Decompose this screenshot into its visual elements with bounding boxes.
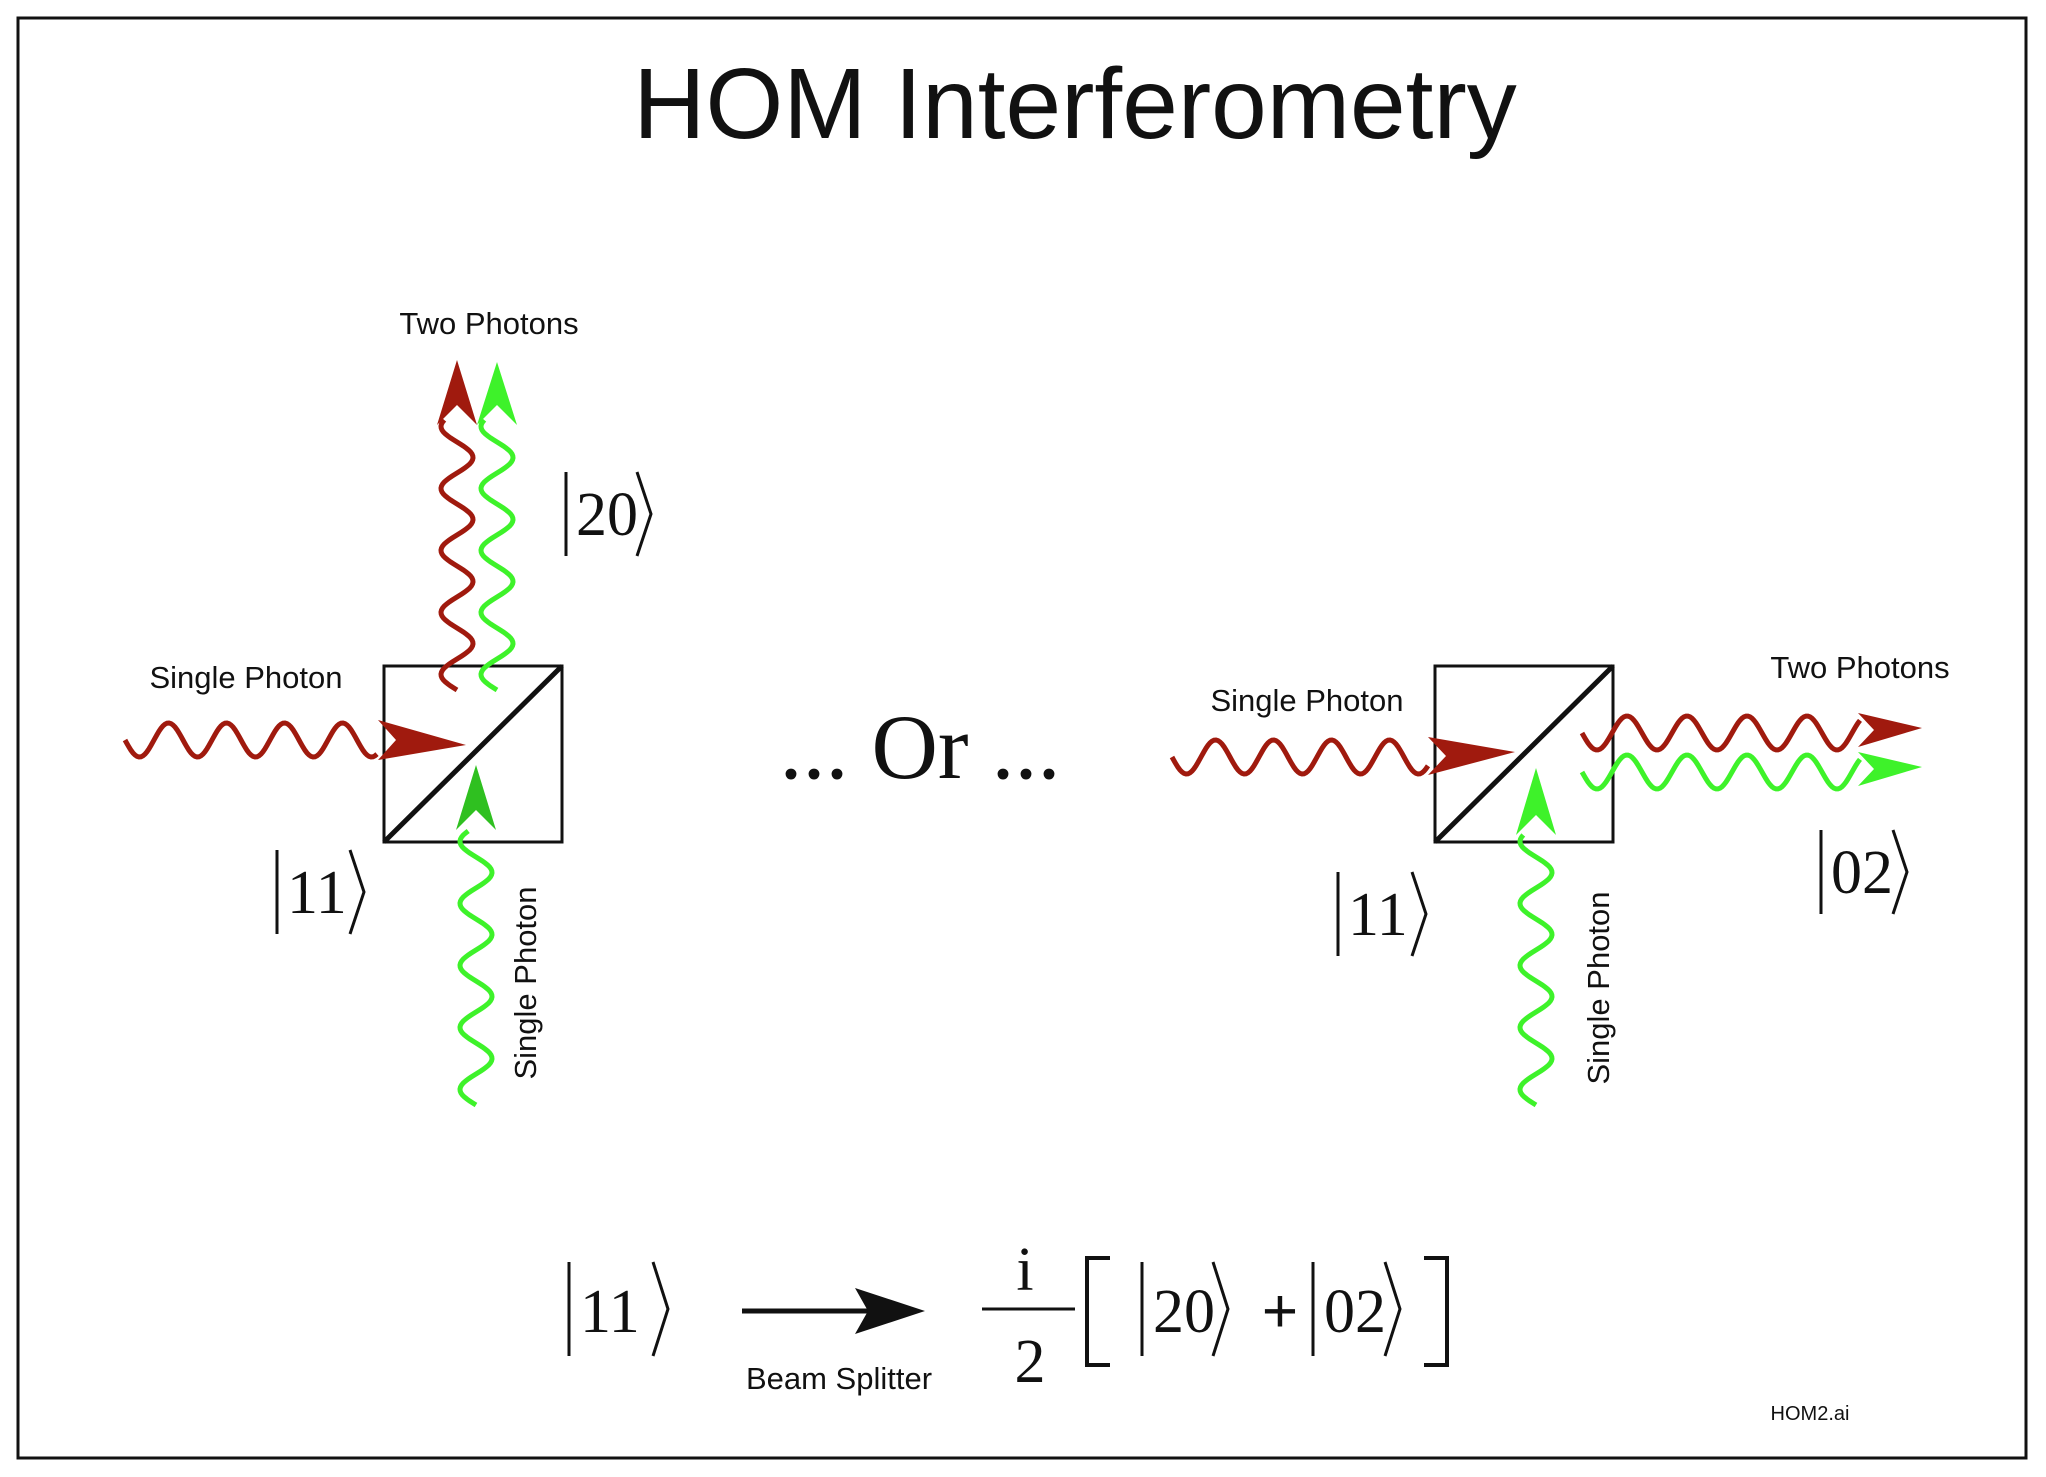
beam-splitter-right-diagonal — [1433, 664, 1615, 844]
ket-11-left-content: 11 — [287, 859, 347, 927]
ket-11-left: 11 — [275, 849, 366, 935]
ket-02-right-content: 02 — [1831, 839, 1893, 907]
equation-input-ket: 11 — [567, 1261, 670, 1357]
label-beam-splitter: Beam Splitter — [746, 1361, 932, 1396]
equation-ket-02-content: 02 — [1324, 1278, 1386, 1346]
left-square-bracket — [1085, 1256, 1110, 1367]
arrowhead-red-input-left — [378, 720, 466, 760]
right-square-bracket — [1424, 1256, 1449, 1367]
ket-20-left-content: 20 — [576, 481, 638, 549]
arrowhead-red-output-right — [1858, 713, 1922, 747]
equation-ket-02: 02 — [1311, 1261, 1402, 1357]
label-single-photon-right-vertical: Single Photon — [1581, 891, 1616, 1084]
arrowhead-green-output-right — [1858, 752, 1922, 786]
transformation-equation: 11 Beam Splitter i 2 20 + 02 — [567, 1236, 1449, 1396]
photon-wave-red-input-right — [1169, 737, 1431, 777]
plus-sign: + — [1262, 1277, 1298, 1346]
photon-wave-green-input-right — [1517, 833, 1555, 1108]
label-two-photons-left: Two Photons — [399, 306, 578, 341]
fraction-numerator: i — [1016, 1236, 1033, 1304]
arrowhead-green-input-right — [1516, 768, 1556, 835]
photon-wave-red-input-left — [122, 720, 379, 760]
photon-wave-green-input-left — [457, 829, 495, 1108]
equation-arrow — [742, 1288, 925, 1334]
photon-wave-green-output-right — [1579, 752, 1862, 792]
left-panel: Two Photons Single Photon Single Photon … — [122, 306, 653, 1108]
beam-splitter-left-diagonal — [382, 664, 564, 844]
equation-ket-20: 20 — [1140, 1261, 1230, 1357]
label-single-photon-left-horizontal: Single Photon — [149, 660, 342, 695]
arrowhead-red-input-right — [1428, 737, 1515, 775]
fraction-denominator: 2 — [1015, 1328, 1046, 1396]
ket-20-left: 20 — [564, 471, 653, 557]
photon-wave-red-output-up — [438, 418, 476, 693]
photon-wave-red-output-right — [1579, 713, 1862, 753]
label-single-photon-right-horizontal: Single Photon — [1210, 683, 1403, 718]
ket-02-right: 02 — [1819, 829, 1909, 915]
right-panel: Single Photon Two Photons Single Photon … — [1169, 650, 1950, 1108]
file-name-tag: HOM2.ai — [1771, 1403, 1850, 1425]
equation-ket-20-content: 20 — [1153, 1278, 1215, 1346]
label-two-photons-right: Two Photons — [1770, 650, 1949, 685]
or-separator: ... Or ... — [779, 696, 1060, 798]
diagram-title: HOM Interferometry — [633, 48, 1517, 160]
label-single-photon-left-vertical: Single Photon — [508, 886, 543, 1079]
photon-wave-green-output-up — [478, 418, 516, 693]
equation-input-ket-content: 11 — [580, 1278, 640, 1346]
outer-frame — [16, 16, 2028, 1460]
ket-11-right: 11 — [1336, 871, 1428, 957]
arrowhead-red-output-up — [437, 360, 477, 425]
arrowhead-green-input-left — [456, 765, 496, 830]
arrowhead-green-output-up — [477, 362, 517, 425]
ket-11-right-content: 11 — [1348, 881, 1408, 949]
